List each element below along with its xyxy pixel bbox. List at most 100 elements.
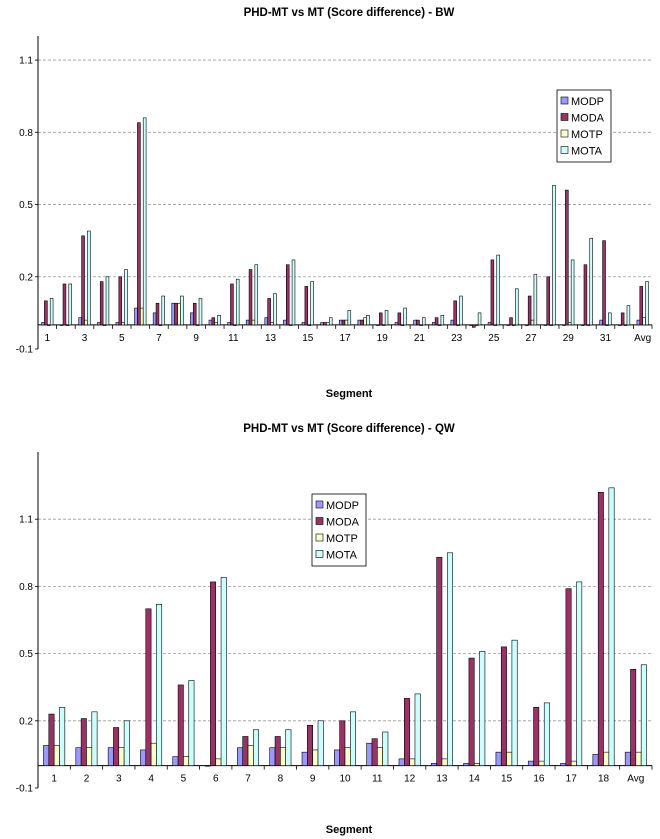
bar-motp <box>586 324 591 326</box>
bar-moda <box>565 189 569 326</box>
bar-motp <box>177 302 181 326</box>
bar-mota <box>422 317 426 326</box>
bar-mota <box>511 639 518 766</box>
bar-mota <box>366 314 370 326</box>
bar-modp <box>59 324 64 326</box>
bar-moda <box>304 286 309 326</box>
bar-modp <box>450 319 455 326</box>
bar-moda <box>602 240 606 326</box>
bar-modp <box>338 319 343 326</box>
bar-motp <box>642 317 646 326</box>
bar-mota <box>479 651 486 766</box>
bar-motp <box>603 751 610 766</box>
legend-label-moda: MODA <box>571 113 605 125</box>
bar-motp <box>121 322 125 326</box>
bar-modp <box>75 747 82 766</box>
bar-motp <box>437 324 442 326</box>
bar-motp <box>493 324 498 326</box>
y-tick-label: 1.1 <box>19 56 33 67</box>
legend-swatch-moda <box>315 517 324 525</box>
x-tick-label: 23 <box>451 333 463 344</box>
bar-mota <box>317 720 324 766</box>
bar-motp <box>288 324 293 326</box>
bar-motp <box>215 758 222 766</box>
bar-modp <box>334 749 340 766</box>
bar-moda <box>453 300 457 326</box>
bar-modp <box>227 322 231 326</box>
bar-mota <box>49 298 54 326</box>
bar-mota <box>496 254 500 326</box>
x-axis-label: Segment <box>326 824 373 836</box>
bar-modp <box>171 302 175 326</box>
bar-modp <box>97 322 101 326</box>
bar-modp <box>237 747 244 766</box>
bar-mota <box>59 707 66 766</box>
x-tick-label: 1 <box>45 333 51 344</box>
legend-label-moda: MODA <box>326 517 360 529</box>
bar-motp <box>326 322 330 326</box>
bar-motp <box>549 324 553 326</box>
bar-modp <box>43 745 50 766</box>
legend-swatch-motp <box>315 533 324 542</box>
bar-moda <box>639 286 643 326</box>
bar-motp <box>635 751 642 766</box>
bar-mota <box>533 274 538 326</box>
bar-moda <box>434 317 439 326</box>
bar-mota <box>350 711 356 766</box>
bar-modp <box>487 322 492 326</box>
bar-motp <box>214 322 218 326</box>
x-tick-label: 1 <box>51 774 57 785</box>
x-tick-label: 5 <box>119 333 125 344</box>
x-tick-label: 3 <box>82 333 88 344</box>
bar-motp <box>150 742 157 766</box>
x-tick-label: 13 <box>436 774 448 785</box>
x-tick-label: 15 <box>501 774 513 785</box>
bar-mota <box>180 295 184 326</box>
x-tick-label: 14 <box>469 774 481 785</box>
bar-mota <box>459 295 463 326</box>
bar-motp <box>570 760 577 766</box>
x-tick-label: 17 <box>566 774 578 785</box>
bar-moda <box>323 322 327 326</box>
bar-modp <box>394 322 399 326</box>
bar-motp <box>140 307 144 326</box>
bar-mota <box>328 317 333 326</box>
bar-moda <box>403 698 410 766</box>
x-tick-label: 25 <box>488 333 500 344</box>
x-tick-label: 16 <box>533 774 545 785</box>
bar-mota <box>640 664 647 766</box>
bar-motp <box>538 760 545 766</box>
bar-modp <box>140 749 147 766</box>
bar-mota <box>310 281 314 326</box>
bar-modp <box>524 324 529 326</box>
bar-motp <box>473 763 480 766</box>
bar-moda <box>620 312 625 326</box>
bar-modp <box>283 319 287 326</box>
x-tick-label: 3 <box>116 774 122 785</box>
bar-mota <box>285 729 292 766</box>
bar-modp <box>560 763 567 766</box>
bar-mota <box>384 310 389 326</box>
bar-moda <box>565 588 572 766</box>
bar-motp <box>233 324 237 326</box>
chart-title: PHD-MT vs MT (Score difference) - QW <box>243 423 455 435</box>
x-tick-label: 29 <box>563 333 575 344</box>
bar-mota <box>608 487 615 766</box>
bar-motp <box>183 756 190 766</box>
bar-mota <box>589 237 593 326</box>
bar-motp <box>280 747 286 766</box>
bar-mota <box>123 720 130 766</box>
bar-motp <box>381 324 386 326</box>
y-tick-label: 0.5 <box>19 200 33 211</box>
bar-moda <box>397 312 402 326</box>
legend-swatch-modp <box>315 500 324 509</box>
bar-moda <box>307 724 313 766</box>
bar-motp <box>84 319 88 326</box>
bar-moda <box>211 317 216 326</box>
bar-modp <box>636 319 641 326</box>
y-tick-label: 0.8 <box>19 128 33 139</box>
bar-modp <box>190 312 194 326</box>
y-tick-label: 0.2 <box>19 716 33 727</box>
bar-mota <box>645 281 649 326</box>
x-tick-label: 18 <box>598 774 610 785</box>
